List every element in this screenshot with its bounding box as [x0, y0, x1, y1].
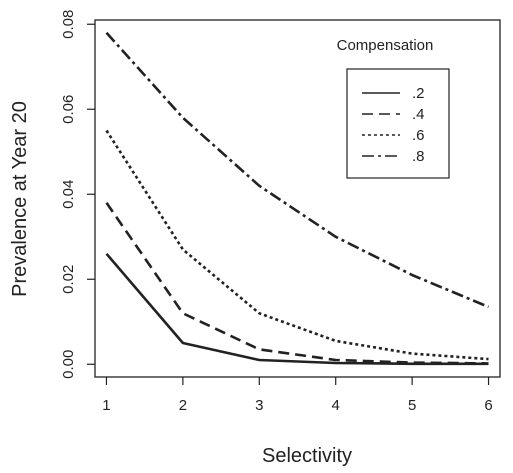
series-line-2	[105, 202, 489, 365]
legend-label: .4	[412, 106, 425, 123]
x-axis-title: Selectivity	[262, 445, 352, 467]
series-line-4	[105, 31, 490, 309]
legend-label: .6	[412, 127, 425, 144]
y-tick-label: 0.08	[60, 10, 77, 39]
x-tick-label: 6	[484, 397, 492, 414]
x-tick-label: 1	[102, 397, 110, 414]
series-layer	[105, 31, 490, 366]
legend-box	[346, 68, 450, 179]
x-tick-label: 5	[408, 397, 416, 414]
x-tick-label: 2	[179, 397, 187, 414]
legend-label: .2	[412, 85, 425, 102]
legend-label: .8	[412, 148, 425, 165]
x-tick-label: 3	[255, 397, 263, 414]
series-line-1	[105, 252, 489, 366]
y-tick-label: 0.04	[60, 180, 77, 209]
y-tick-label: 0.00	[60, 350, 77, 379]
y-axis-title: Prevalence at Year 20	[9, 101, 31, 297]
legend-title: Compensation	[337, 37, 434, 54]
y-tick-label: 0.02	[60, 265, 77, 294]
y-tick-label: 0.06	[60, 95, 77, 124]
plot-frame	[94, 19, 501, 378]
ticks-layer: 1 2 3 4 5 6 0.00 0.02 0.04 0.06 0.08	[60, 10, 493, 414]
x-tick-label: 4	[332, 397, 340, 414]
legend-entries: .2 .4 .6 .8	[362, 85, 425, 165]
